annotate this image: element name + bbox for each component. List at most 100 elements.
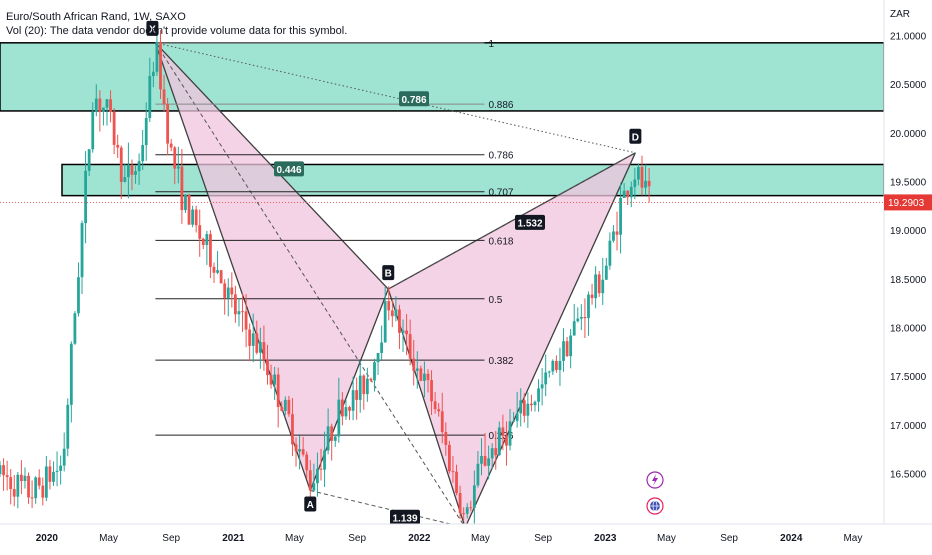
candle <box>52 461 55 486</box>
time-tick-label: Sep <box>348 533 366 544</box>
candle <box>572 303 576 336</box>
time-axis[interactable]: 2020 May Sep 2021 May Sep 2022 May Sep 2023 May Sep… <box>0 523 932 550</box>
candle-body <box>419 368 423 381</box>
candle <box>2 458 5 491</box>
candle-body <box>519 400 523 414</box>
candle-body <box>405 330 408 335</box>
ratio-bcd: 1.532 <box>515 214 545 230</box>
candle-body <box>626 190 630 198</box>
candle <box>647 167 651 203</box>
candle <box>333 434 337 447</box>
candle-body <box>487 458 491 466</box>
candle-body <box>55 470 59 472</box>
candle-body <box>348 407 351 411</box>
candle-body <box>87 149 91 171</box>
candle-body <box>316 468 319 484</box>
candle <box>419 365 423 382</box>
candle <box>248 323 252 362</box>
price-tick-label: 19.5000 <box>890 178 927 189</box>
candle <box>487 445 491 480</box>
candle-body <box>451 471 455 473</box>
candle <box>501 414 505 451</box>
candle-body <box>19 474 23 482</box>
candle-body <box>226 287 230 299</box>
pattern-leg-XA <box>154 42 311 491</box>
candle <box>640 155 644 196</box>
candle <box>255 320 259 355</box>
candle <box>187 193 191 225</box>
candle <box>105 98 109 126</box>
candle <box>305 451 309 479</box>
point-label-text: A <box>307 500 314 511</box>
candle-body <box>401 330 405 333</box>
candle <box>191 205 194 228</box>
time-tick-label: Sep <box>534 533 552 544</box>
candle-body <box>112 111 116 145</box>
candle <box>423 361 426 398</box>
candle-body <box>151 71 155 77</box>
candle-body <box>508 421 512 446</box>
candle <box>633 167 637 200</box>
candle <box>27 472 30 504</box>
candle <box>508 408 512 451</box>
candle-body <box>533 401 537 406</box>
harmonic-pattern[interactable] <box>154 42 636 529</box>
ratio-xab-text: 0.446 <box>276 165 301 176</box>
last-price-badge[interactable] <box>884 194 932 211</box>
candle <box>69 341 73 423</box>
fib-level-label: 1 <box>488 39 494 50</box>
candle <box>126 142 130 199</box>
candle-body <box>490 448 494 459</box>
candle-body <box>283 399 287 411</box>
candle <box>373 358 376 392</box>
candle <box>355 377 359 420</box>
candle-body <box>369 378 373 381</box>
globe-icon[interactable] <box>646 497 664 515</box>
candle-body <box>355 390 359 400</box>
candle-body <box>373 362 376 381</box>
lightning-icon[interactable] <box>646 471 664 489</box>
candle <box>55 451 59 487</box>
candle-body <box>383 301 387 343</box>
candle <box>583 298 587 339</box>
time-axis-bg <box>0 524 932 550</box>
candle-body <box>155 41 159 72</box>
candle <box>358 360 362 413</box>
candle <box>273 366 277 400</box>
candle-body <box>376 352 380 363</box>
candle-body <box>423 373 426 381</box>
candle <box>505 421 508 466</box>
candle <box>579 304 583 330</box>
candle-body <box>137 161 141 172</box>
candle <box>244 294 248 348</box>
candle <box>205 230 209 265</box>
candle <box>41 477 45 506</box>
supply-zones <box>0 42 885 197</box>
candle-body <box>280 407 284 411</box>
candle-body <box>198 225 202 239</box>
candle-body <box>241 311 244 313</box>
candle-body <box>562 341 565 361</box>
chart-buttons[interactable] <box>646 471 664 515</box>
candle <box>340 392 344 426</box>
candle-body <box>84 170 87 224</box>
candle <box>380 325 384 361</box>
candle <box>615 211 619 251</box>
candle <box>319 448 323 481</box>
candle-body <box>430 380 433 402</box>
candle <box>401 319 405 353</box>
candle <box>144 102 148 161</box>
candles <box>0 29 651 524</box>
candle <box>533 400 537 412</box>
candle-body <box>266 360 269 376</box>
candle-body <box>12 489 16 497</box>
candle-body <box>262 342 266 361</box>
candle <box>497 421 501 456</box>
candle <box>433 391 437 414</box>
candle <box>241 293 244 332</box>
price-axis-bg <box>884 0 932 550</box>
candle <box>262 325 266 371</box>
